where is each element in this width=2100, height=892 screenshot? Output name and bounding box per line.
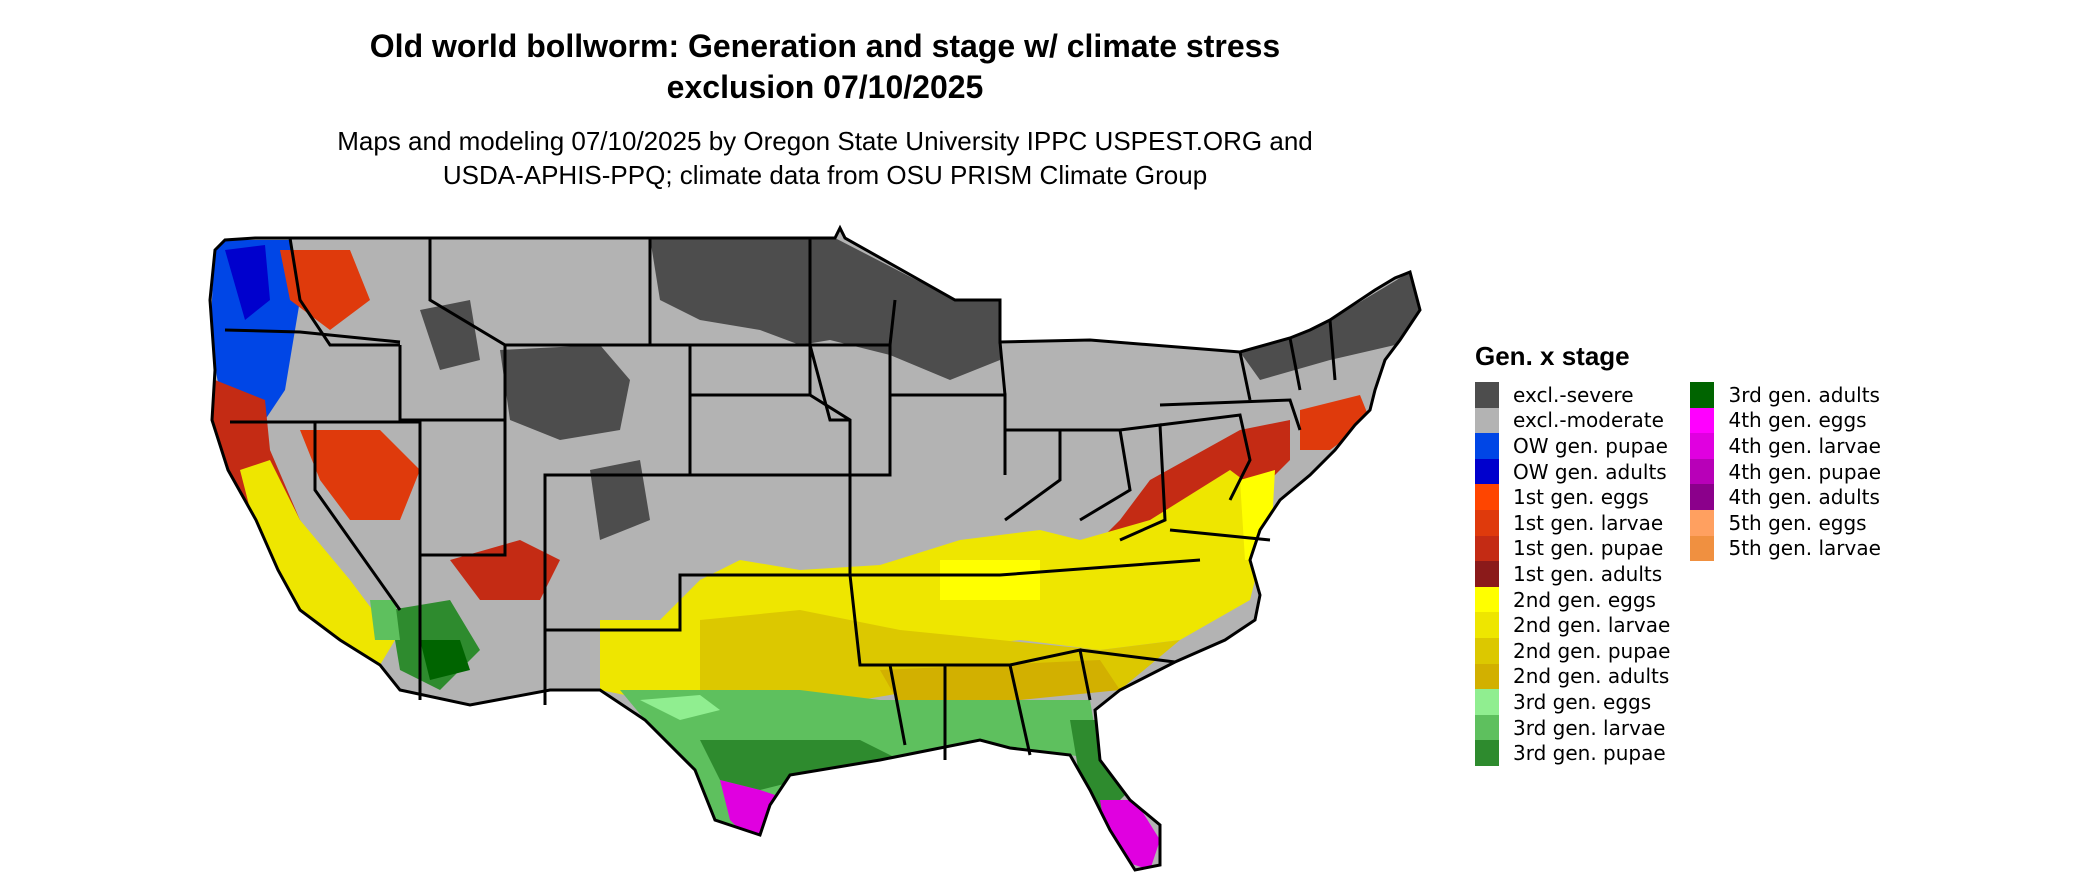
legend-swatch	[1475, 637, 1499, 664]
legend-item: 5th gen. larvae	[1690, 535, 1881, 562]
legend-item: 2nd gen. larvae	[1475, 612, 1670, 638]
legend-item: OW gen. pupae	[1475, 433, 1670, 459]
legend-item: excl.-severe	[1475, 382, 1670, 408]
legend-item: 1st gen. eggs	[1475, 484, 1670, 510]
legend-item: 3rd gen. pupae	[1475, 740, 1670, 766]
legend-item: 1st gen. adults	[1475, 561, 1670, 587]
legend-item: 3rd gen. eggs	[1475, 689, 1670, 715]
legend-item: 2nd gen. eggs	[1475, 586, 1670, 613]
legend-swatch	[1475, 663, 1499, 690]
legend-swatch	[1690, 484, 1715, 510]
legend-label: 3rd gen. pupae	[1513, 741, 1666, 766]
legend-swatch	[1475, 509, 1499, 536]
legend-label: 3rd gen. eggs	[1513, 689, 1652, 714]
legend-label: 2nd gen. adults	[1513, 664, 1670, 689]
legend-swatch	[1690, 407, 1715, 434]
legend-label: 4th gen. larvae	[1728, 433, 1881, 458]
legend-item: 4th gen. eggs	[1690, 407, 1881, 434]
legend-item: 1st gen. pupae	[1475, 535, 1670, 562]
legend-swatch	[1475, 535, 1499, 562]
legend-swatch	[1475, 433, 1499, 459]
legend-item: 1st gen. larvae	[1475, 509, 1670, 536]
state-boundaries	[208, 224, 1422, 872]
title-line-1: Old world bollworm: Generation and stage…	[369, 28, 1281, 64]
legend-item: excl.-moderate	[1475, 407, 1670, 434]
legend-swatch	[1475, 382, 1499, 408]
legend-label: 2nd gen. pupae	[1513, 638, 1671, 663]
legend-swatch	[1475, 740, 1499, 766]
legend-item: 4th gen. adults	[1690, 484, 1881, 510]
legend: Gen. x stage excl.-severe excl.-moderate O…	[1475, 340, 1881, 766]
legend-label: 1st gen. larvae	[1513, 510, 1664, 535]
legend-swatch	[1475, 612, 1499, 638]
legend-label: excl.-moderate	[1513, 408, 1664, 433]
subtitle-line-2: USDA-APHIS-PPQ; climate data from OSU PR…	[442, 160, 1208, 190]
legend-item: 2nd gen. adults	[1475, 663, 1670, 690]
legend-swatch	[1475, 586, 1499, 613]
legend-label: 3rd gen. larvae	[1513, 715, 1666, 740]
legend-label: 4th gen. eggs	[1728, 408, 1867, 433]
legend-label: 5th gen. eggs	[1728, 510, 1867, 535]
legend-item: 4th gen. larvae	[1690, 433, 1881, 459]
map-title: Old world bollworm: Generation and stage…	[0, 26, 1650, 108]
legend-swatch	[1690, 535, 1715, 562]
legend-label: 2nd gen. larvae	[1513, 613, 1671, 638]
legend-label: 1st gen. adults	[1513, 561, 1663, 586]
legend-item: 5th gen. eggs	[1690, 509, 1881, 536]
legend-swatch	[1475, 407, 1499, 434]
legend-swatch	[1690, 382, 1715, 408]
legend-swatch	[1475, 689, 1499, 715]
legend-swatch	[1475, 458, 1499, 485]
legend-swatch	[1475, 561, 1499, 587]
legend-label: 4th gen. pupae	[1728, 459, 1882, 484]
legend-column: 3rd gen. adults 4th gen. eggs 4th gen. lar…	[1690, 382, 1881, 766]
legend-label: OW gen. adults	[1513, 459, 1667, 484]
us-map	[208, 224, 1422, 872]
legend-columns: excl.-severe excl.-moderate OW gen. pupae O…	[1475, 382, 1881, 766]
legend-item: 4th gen. pupae	[1690, 458, 1882, 485]
legend-label: 3rd gen. adults	[1728, 382, 1880, 407]
legend-label: excl.-severe	[1513, 382, 1634, 407]
legend-label: 5th gen. larvae	[1728, 536, 1881, 561]
legend-item: 3rd gen. larvae	[1475, 714, 1670, 741]
legend-swatch	[1690, 433, 1715, 459]
legend-item: 2nd gen. pupae	[1475, 637, 1671, 664]
legend-label: 2nd gen. eggs	[1513, 587, 1656, 612]
legend-swatch	[1690, 509, 1715, 536]
legend-label: 4th gen. adults	[1728, 485, 1880, 510]
legend-swatch	[1690, 458, 1715, 485]
subtitle-line-1: Maps and modeling 07/10/2025 by Oregon S…	[337, 126, 1313, 156]
legend-title: Gen. x stage	[1475, 341, 1630, 371]
legend-label: 1st gen. eggs	[1513, 485, 1649, 510]
legend-swatch	[1475, 714, 1499, 741]
map-subtitle: Maps and modeling 07/10/2025 by Oregon S…	[0, 124, 1650, 192]
legend-column: excl.-severe excl.-moderate OW gen. pupae O…	[1475, 382, 1670, 766]
title-line-2: exclusion 07/10/2025	[666, 69, 984, 105]
legend-item: 3rd gen. adults	[1690, 382, 1881, 408]
legend-label: 1st gen. pupae	[1513, 536, 1664, 561]
legend-label: OW gen. pupae	[1513, 433, 1668, 458]
legend-swatch	[1475, 484, 1499, 510]
legend-item: OW gen. adults	[1475, 458, 1670, 485]
